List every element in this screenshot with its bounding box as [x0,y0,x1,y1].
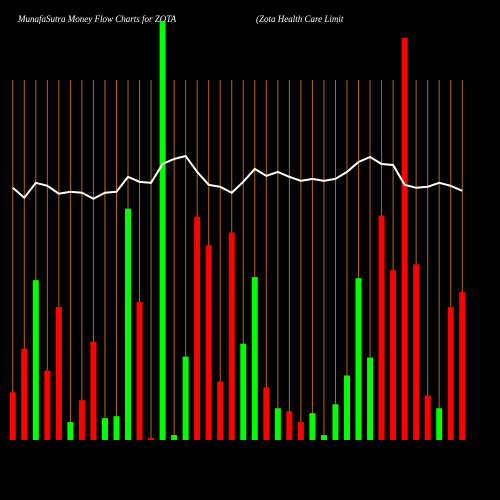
bar [171,435,178,440]
bar [355,278,362,440]
bar [297,422,304,440]
bar [309,413,316,440]
bar [78,400,85,440]
bar [90,341,97,440]
bar [113,416,120,440]
bar [67,422,74,440]
bar [343,375,350,440]
bar [332,404,339,440]
bar [9,392,16,440]
bar [436,408,443,440]
bar [44,370,51,440]
chart-title: MunafaSutra Money Flow Charts for ZOTA [17,14,177,24]
bar [378,215,385,440]
bar [286,411,293,440]
bar [251,277,258,440]
bar [459,292,466,440]
bar [32,280,39,440]
bar [367,357,374,440]
bar [205,245,212,440]
bar [390,270,397,440]
bar [148,438,155,440]
bar [101,418,108,440]
bar [125,208,132,440]
bar [217,381,224,440]
bar [274,408,281,440]
bar [194,216,201,440]
bar [21,348,28,440]
bar [263,387,270,440]
money-flow-line [12,154,463,200]
bar [55,306,62,440]
bar [320,435,327,440]
bar [401,37,408,440]
bar [240,343,247,440]
bar [136,301,143,440]
bar [424,395,431,440]
chart-subtitle: (Zota Health Care Limit [256,14,344,24]
bar [228,232,235,440]
bar [413,264,420,440]
bar [159,20,166,441]
bar [447,306,454,440]
bar [182,356,189,440]
